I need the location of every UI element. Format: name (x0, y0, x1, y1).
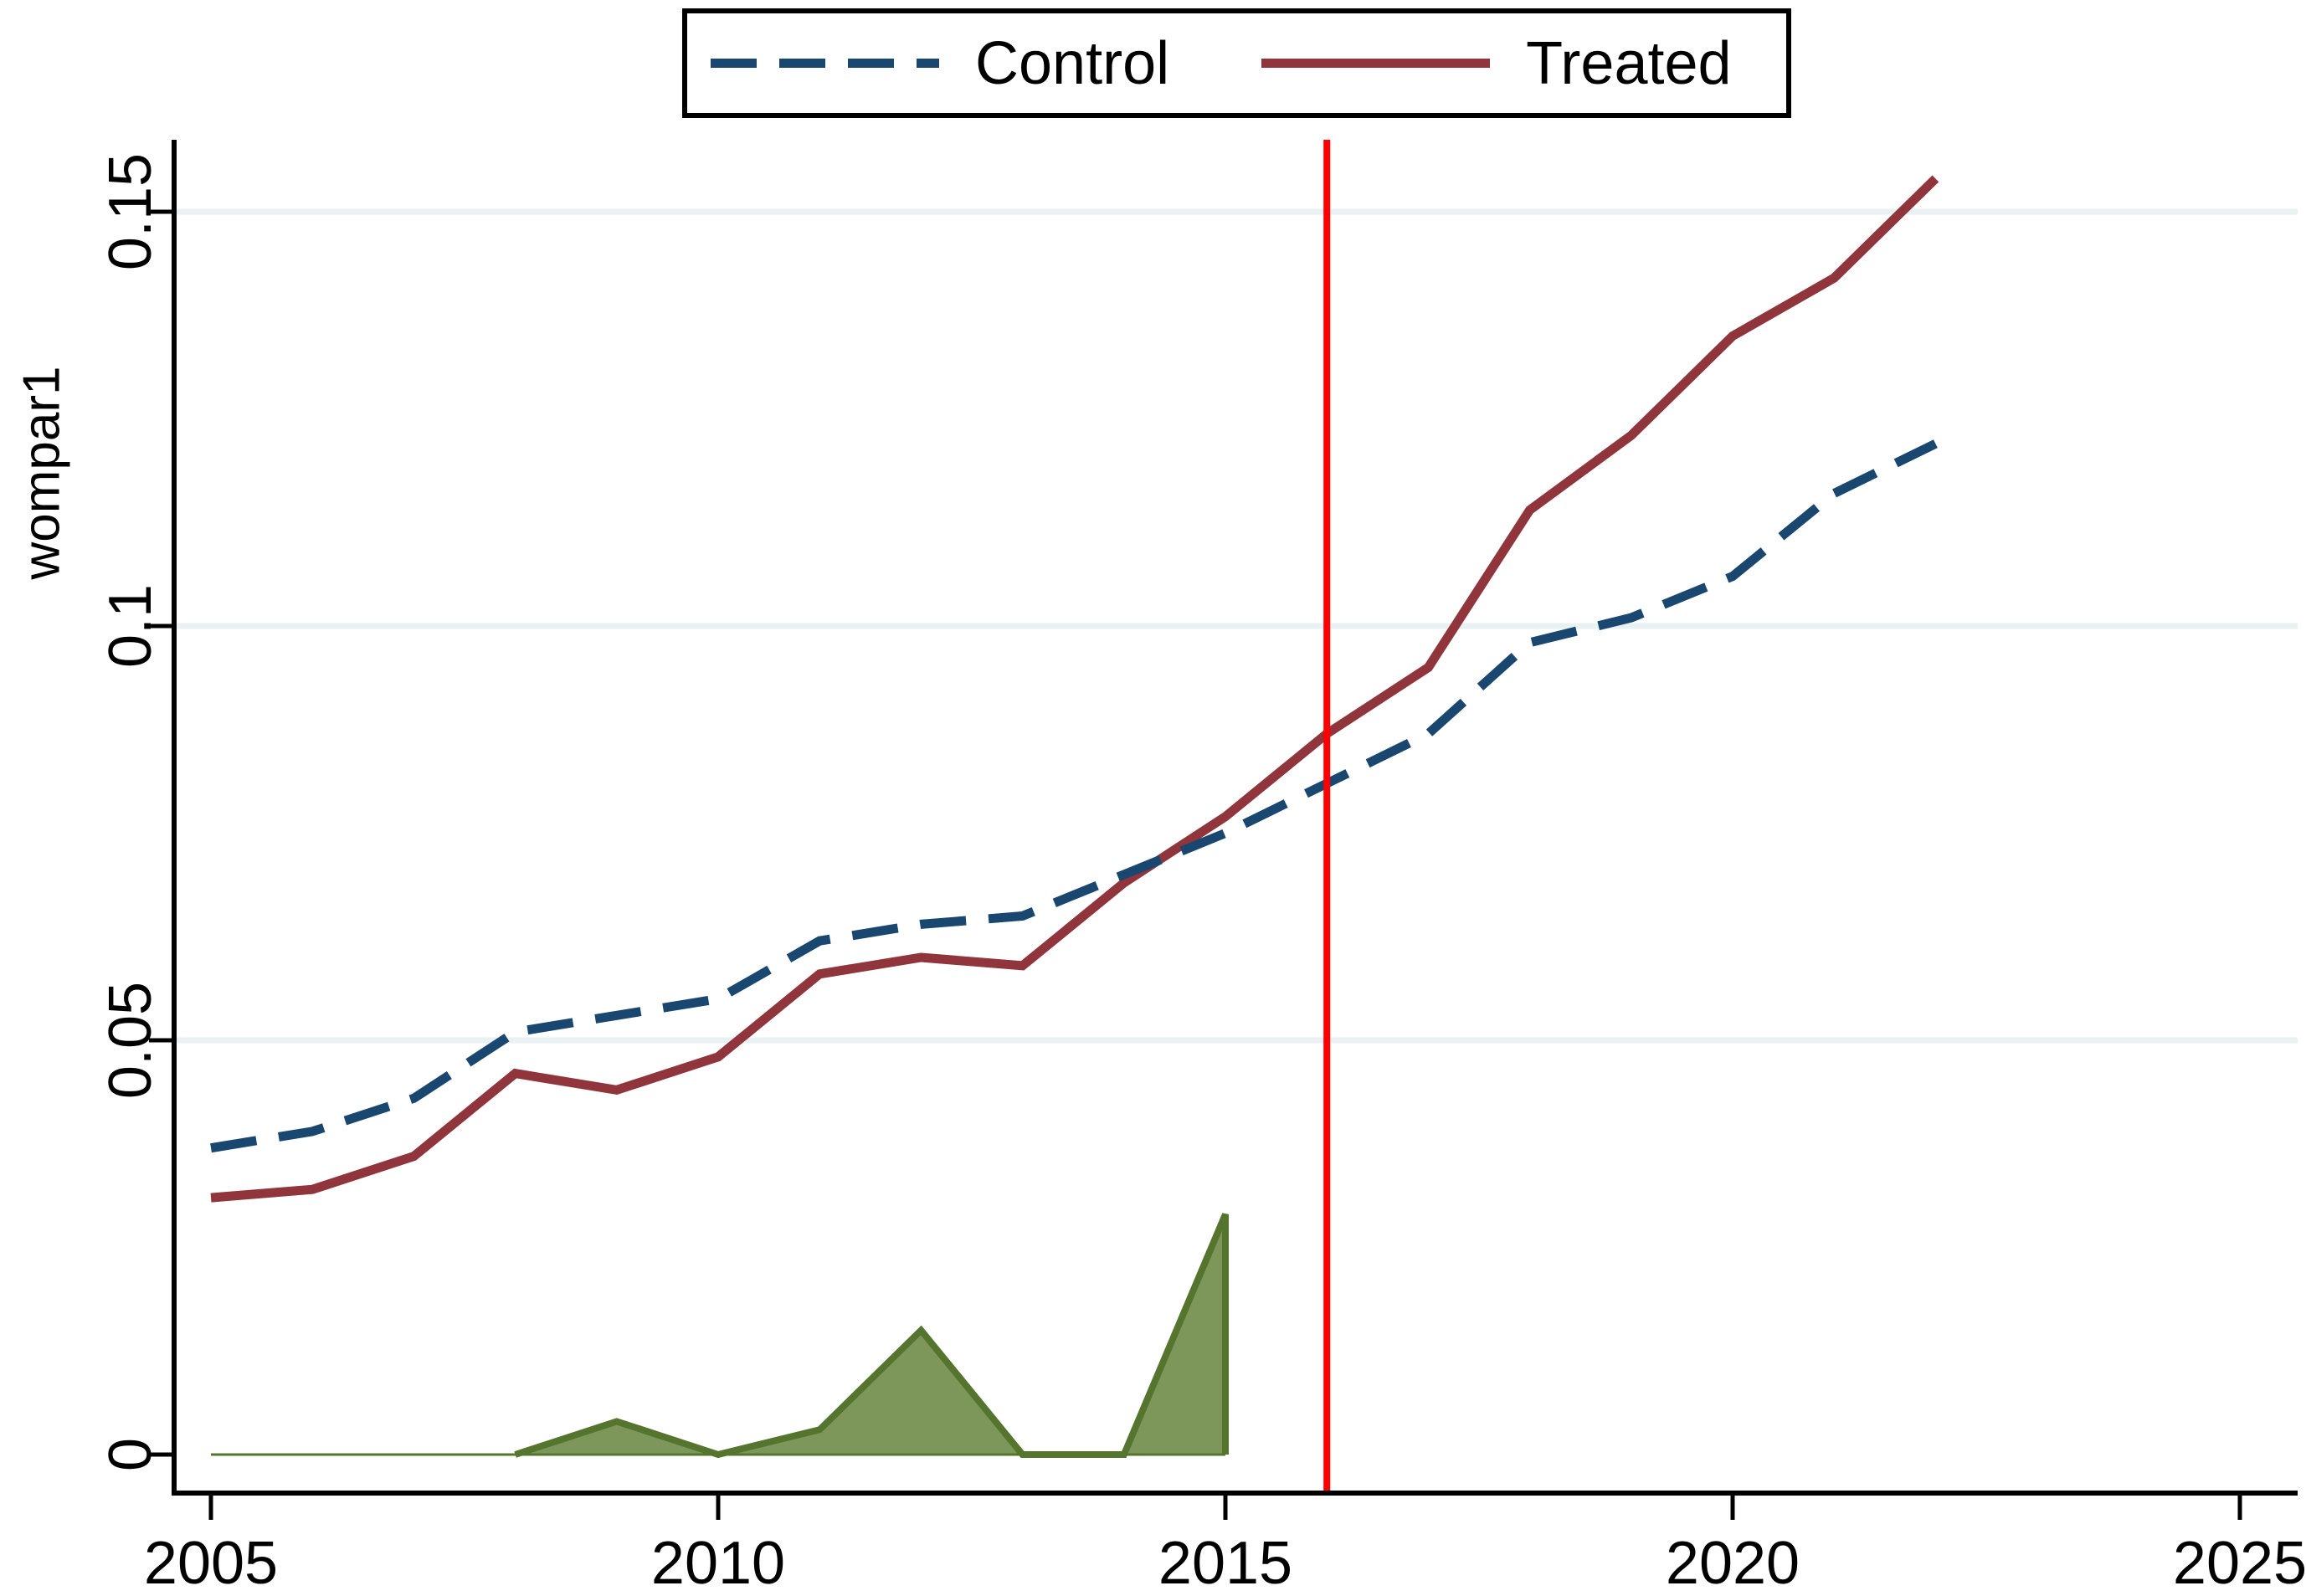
control-line (210, 439, 1938, 1153)
treated-line (210, 175, 1939, 1203)
y-tick-label: 0 (97, 1438, 164, 1471)
treated-line-sample (1261, 59, 1491, 68)
x-tick-label: 2015 (1158, 1530, 1292, 1596)
legend-label-treated: Treated (1526, 29, 1732, 97)
y-tick-label: 0.1 (97, 584, 164, 668)
y-axis-title: wompar1 (13, 366, 71, 580)
y-tick-label: 0.15 (97, 153, 164, 270)
difference-area-fill (211, 1214, 1225, 1455)
x-tick-label: 2010 (651, 1530, 785, 1596)
x-tick-label: 2020 (1666, 1530, 1800, 1596)
legend: Control Treated (682, 8, 1791, 118)
legend-label-control: Control (975, 29, 1170, 97)
difference-area-border (514, 1213, 1229, 1459)
control-line-sample (711, 59, 939, 68)
x-tick-label: 2005 (144, 1530, 278, 1596)
x-tick-label: 2025 (2173, 1530, 2306, 1596)
y-tick-label: 0.05 (97, 982, 164, 1099)
